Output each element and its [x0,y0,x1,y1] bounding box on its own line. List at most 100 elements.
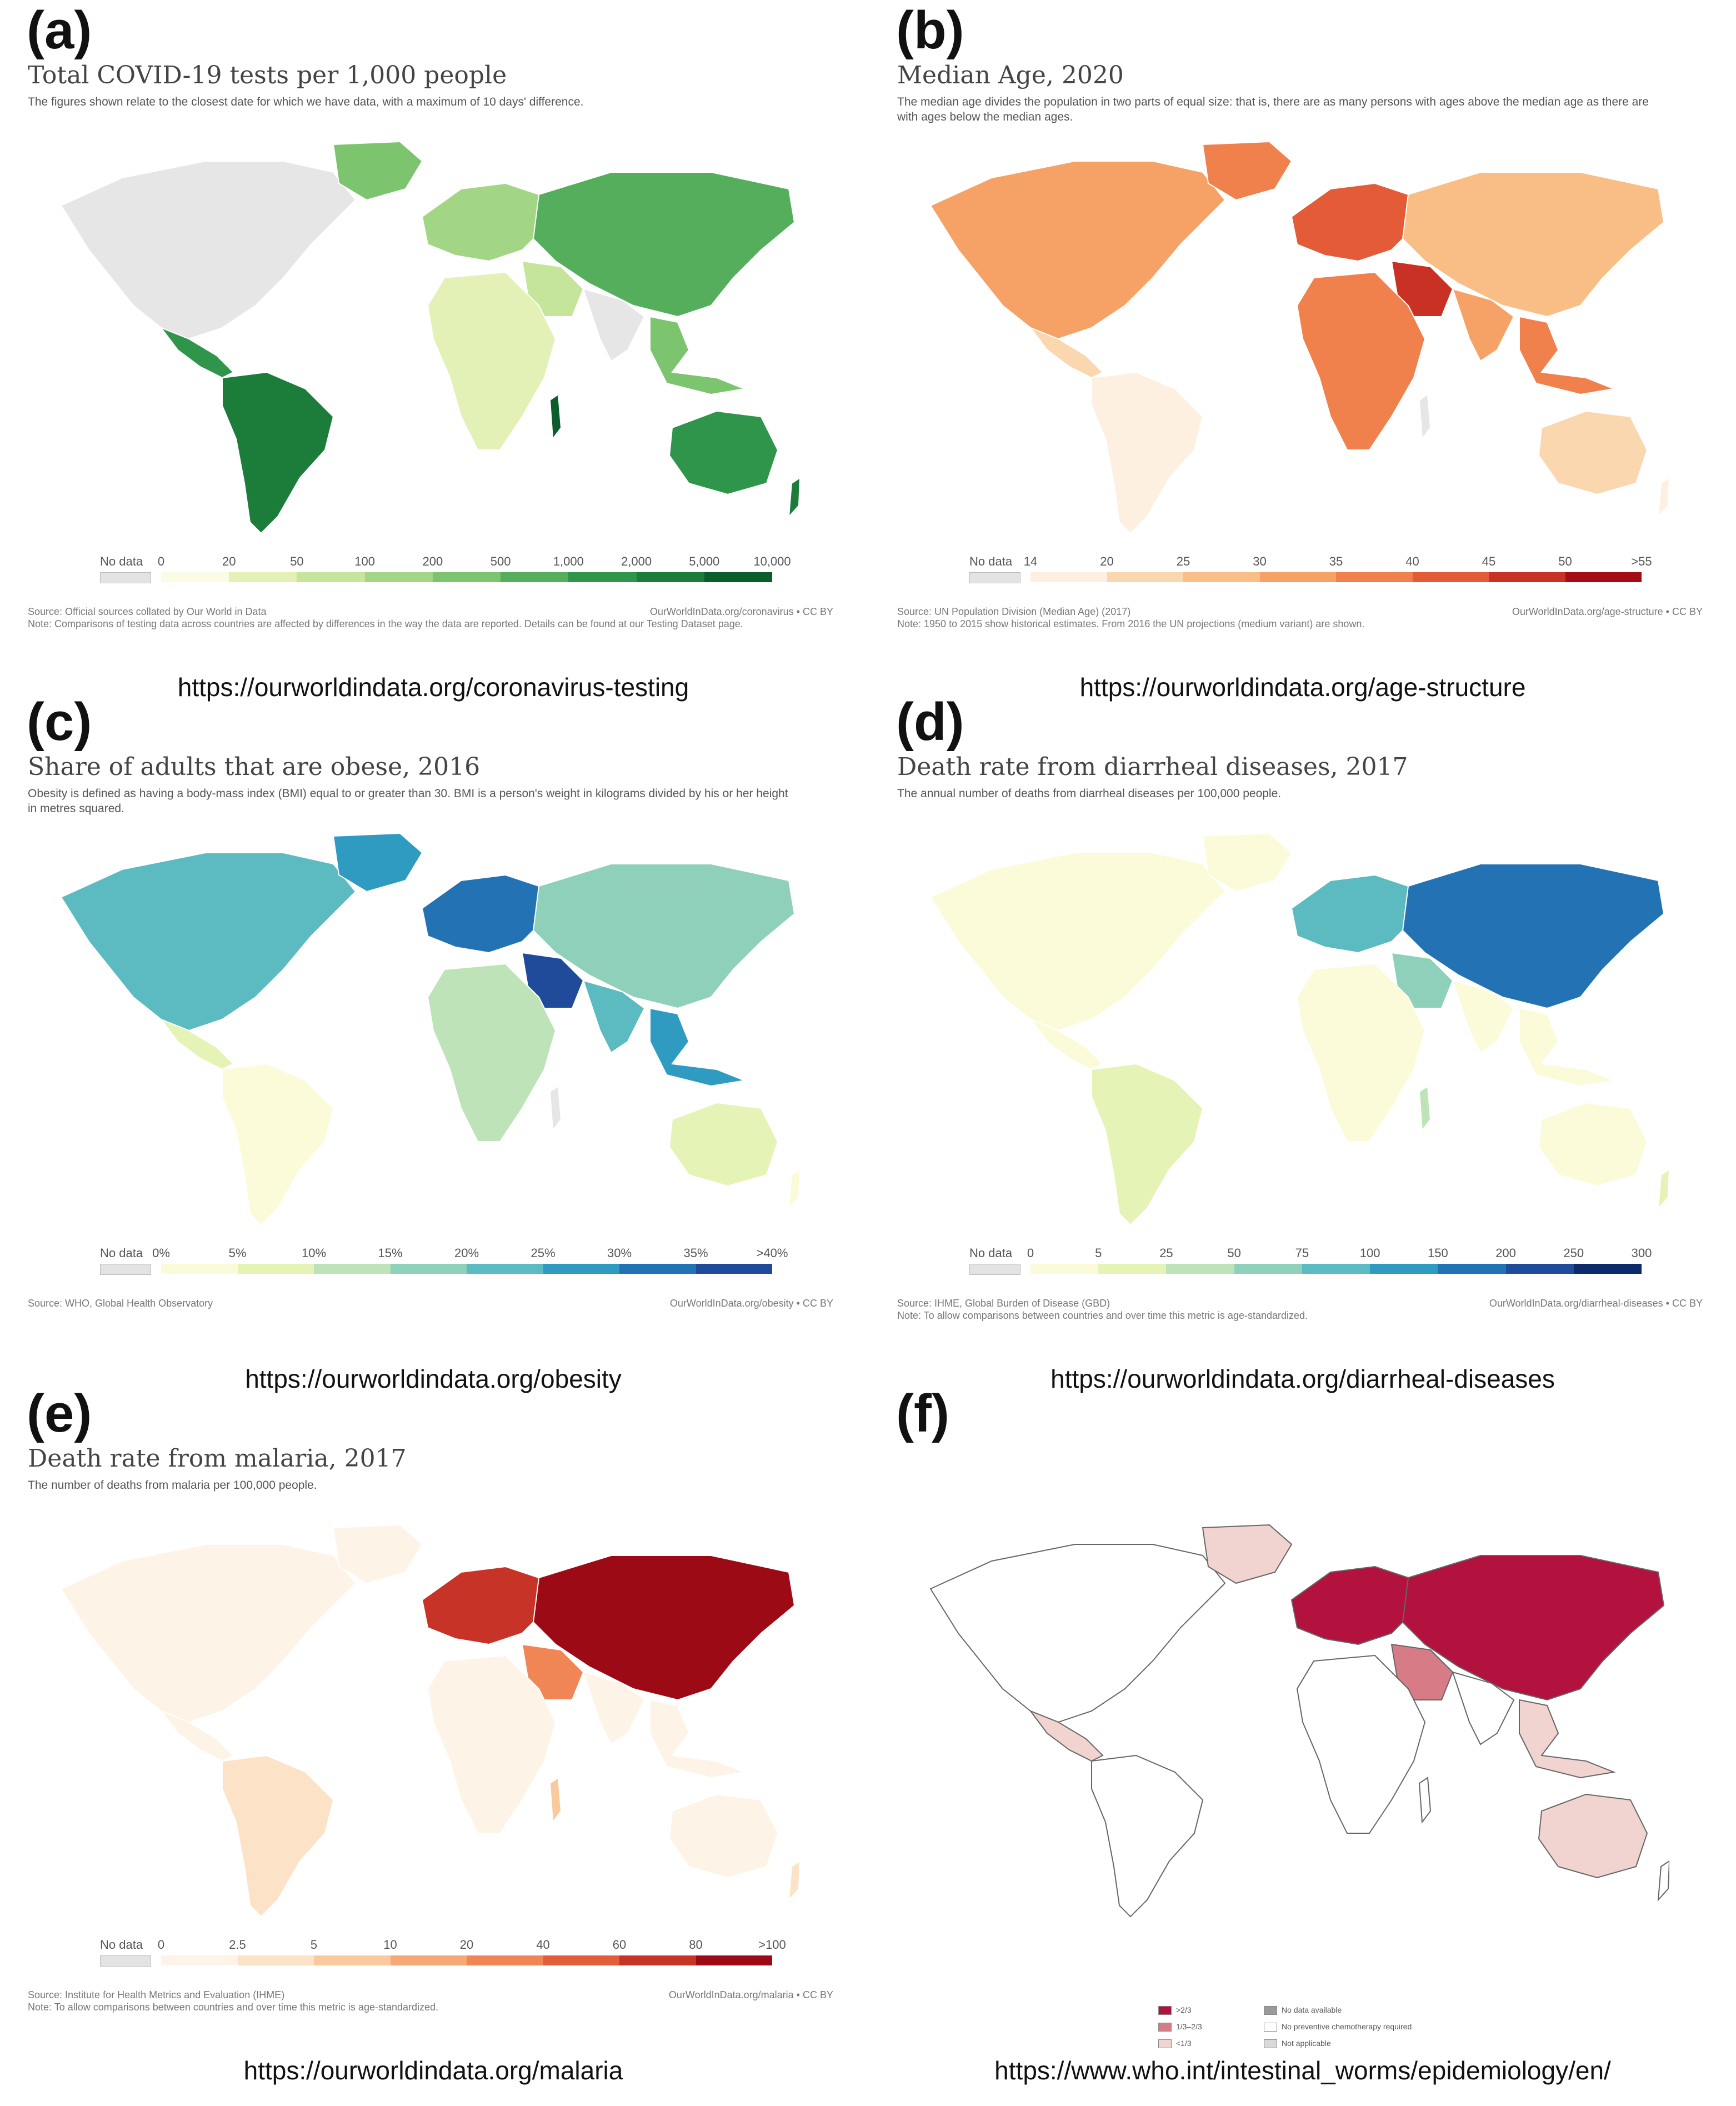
map-title: Median Age, 2020 [897,61,1124,89]
legend-bin [1166,1264,1234,1274]
legend-tick-label: 45 [1482,554,1496,568]
world-map [22,1522,801,1922]
who-legend-swatch [1264,2039,1277,2049]
region-new-zealand [1657,477,1670,518]
legend-bin [1259,572,1336,582]
legend-color-bar [161,572,772,582]
legend-no-data-swatch [969,1264,1020,1275]
region-central-america [159,1018,234,1070]
color-legend: No data 0 20 50 100 200 500 1,000 2,000 5,000 10,0… [100,550,791,600]
map-title: Share of adults that are obese, 2016 [28,753,481,781]
region-africa [1296,271,1426,451]
who-legend-item: No data available [1264,2005,1342,2015]
legend-bin [314,1264,391,1274]
region-australia [1538,1102,1648,1187]
region-madagascar [549,1085,562,1132]
legend-tick-label: 200 [1495,1246,1516,1260]
legend-bin [1098,1264,1167,1274]
legend-no-data-label: No data [100,1938,143,1952]
legend-tick-label: 14 [1023,554,1038,568]
region-south-america [1091,1754,1204,1918]
who-legend-label: >2/3 [1176,2005,1192,2014]
legend-bin [1030,1264,1099,1274]
legend-tick-label: 20 [459,1938,474,1952]
source-credit: OurWorldInData.org/malaria • CC BY [668,1989,833,2000]
color-legend: No data 0 5 25 50 75 100 150 200 250 300 [969,1242,1652,1292]
legend-tick-label: 0 [157,554,165,568]
source-line: Source: Official sources collated by Our… [28,606,267,617]
source-url-caption: https://ourworldindata.org/obesity [245,1364,622,1393]
region-south-asia [1452,288,1515,362]
map-title: Total COVID-19 tests per 1,000 people [28,61,507,89]
region-central-america [1029,1709,1104,1762]
legend-tick-label: 80 [689,1938,703,1952]
region-madagascar [1418,1085,1432,1132]
panel-label: (b) [896,1,964,60]
legend-tick-label: 150 [1427,1246,1448,1260]
region-russia-asia [1402,863,1665,1009]
legend-tick-label: 20 [222,554,236,568]
region-africa [427,963,557,1142]
region-southeast-asia [1519,1699,1616,1779]
legend-tick-label: 40 [536,1938,550,1952]
region-north-america [929,161,1226,340]
who-legend-item: 1/3–2/3 [1158,2022,1202,2032]
world-map [22,831,801,1230]
legend-no-data-label: No data [969,554,1013,568]
legend-bin [314,1955,391,1965]
legend-tick-label: 35% [683,1246,708,1260]
who-legend-label: 1/3–2/3 [1176,2022,1202,2031]
region-greenland [332,832,423,893]
region-southeast-asia [649,316,747,396]
region-russia-asia [532,1555,796,1701]
region-europe [421,874,546,954]
region-north-america [60,1544,357,1723]
source-line: Note: Comparisons of testing data across… [28,618,743,629]
color-legend: No data 0 2.5 5 10 20 40 60 80 >100 [100,1933,786,1983]
region-new-zealand [788,1860,801,1902]
legend-no-data-label: No data [100,1246,143,1260]
panel-label: (a) [27,1,92,60]
legend-bin [543,1955,619,1965]
legend-tick-label: 40 [1405,554,1419,568]
legend-color-bar [1030,572,1642,582]
legend-bin [161,1955,238,1965]
legend-bin [237,1264,314,1274]
legend-bin [364,572,433,582]
legend-tick-label: 0 [1027,1246,1034,1260]
map-subtitle: The median age divides the population in… [897,96,1649,123]
who-legend-item: <1/3 [1158,2039,1192,2049]
region-africa [1296,963,1426,1142]
source-line: Source: UN Population Division (Median A… [897,606,1131,617]
legend-bin [467,1264,543,1274]
who-legend-item: No preventive chemotherapy required [1264,2022,1412,2032]
world-map-svg [929,832,1670,1226]
legend-bin [619,1955,696,1965]
map-subtitle: Obesity is defined as having a body-mass… [28,787,788,815]
legend-no-data-label: No data [100,554,143,568]
world-map-svg [929,141,1670,534]
legend-tick-label: 50 [1227,1246,1241,1260]
legend-bin [1107,572,1183,582]
source-line: Note: To allow comparisons between count… [28,2002,439,2013]
source-note: Source: Institute for Health Metrics and… [28,1989,833,2013]
region-greenland [332,1524,423,1584]
source-note: Source: UN Population Division (Median A… [897,606,1703,630]
map-subtitle: The figures shown relate to the closest … [28,96,584,108]
region-southeast-asia [1519,1007,1616,1087]
region-south-america [222,1063,334,1226]
map-panel-e: (e) Death rate from malaria, 2017 The numb… [0,1383,867,2085]
source-url-caption: https://ourworldindata.org/coronavirus-t… [177,673,689,702]
region-south-america [1091,371,1204,534]
legend-no-data-swatch [100,572,151,583]
region-madagascar [1418,1777,1432,1824]
panel-label: (d) [896,692,964,752]
who-legend-swatch [1158,2006,1172,2015]
world-map [892,139,1670,539]
region-greenland [1202,832,1293,893]
region-central-america [1029,326,1104,379]
legend-no-data-swatch [100,1264,151,1275]
who-legend-item: Not applicable [1264,2039,1331,2049]
who-legend: >2/3 1/3–2/3 <1/3 No data available No preve… [1158,2005,1447,2072]
legend-tick-label: >40% [756,1246,788,1260]
